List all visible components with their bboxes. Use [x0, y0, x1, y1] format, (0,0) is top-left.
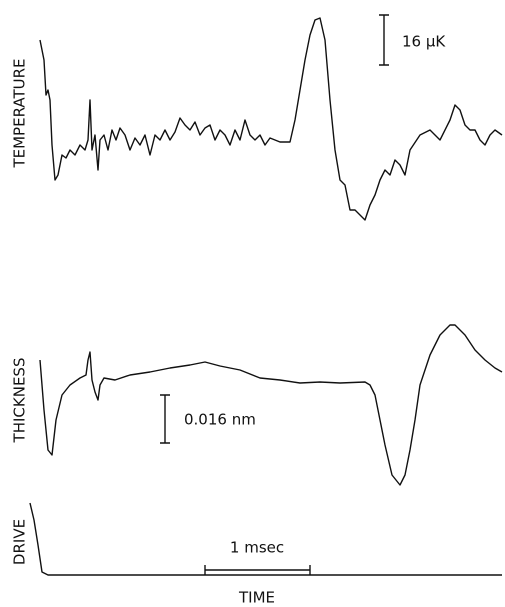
panel-label: DRIVE [11, 519, 29, 565]
scale-bar [379, 14, 389, 66]
scale-label: 16 μK [402, 33, 446, 51]
time-scale-bar [204, 565, 311, 575]
time-scale-label: 1 msec [230, 539, 284, 557]
thickness-trace [39, 324, 503, 486]
temperature-trace [39, 17, 503, 221]
panel-label: TEMPERATURE [11, 58, 29, 168]
x-axis-label: TIME [238, 589, 275, 607]
panel-label: THICKNESS [11, 358, 29, 444]
scale-label: 0.016 nm [184, 411, 256, 429]
drive-trace [29, 502, 502, 576]
scale-bar [160, 394, 170, 444]
